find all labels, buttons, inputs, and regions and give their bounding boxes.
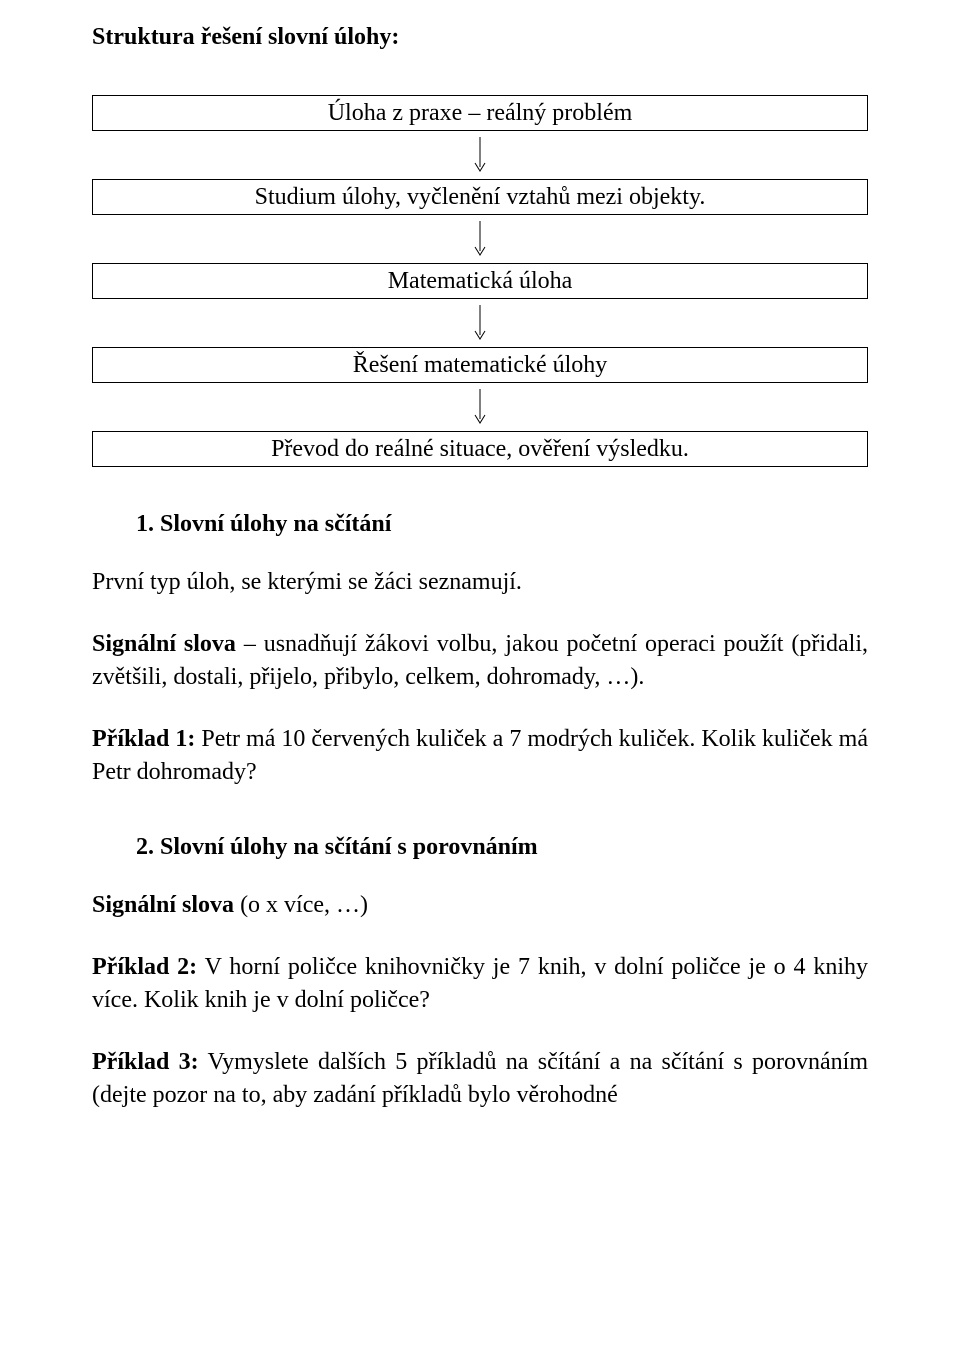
example-2: Příklad 2: V horní poličce knihovničky j… bbox=[92, 951, 868, 1018]
flow-box-4: Řešení matematické úlohy bbox=[92, 347, 868, 383]
flow-arrow-3 bbox=[92, 305, 868, 341]
flow-box-1: Úloha z praxe – reálný problém bbox=[92, 95, 868, 131]
section-1-intro: První typ úloh, se kterými se žáci sezna… bbox=[92, 566, 868, 600]
section-2-signal: Signální slova (o x více, …) bbox=[92, 889, 868, 923]
flow-box-4-text: Řešení matematické úlohy bbox=[353, 352, 608, 378]
flow-box-1-text: Úloha z praxe – reálný problém bbox=[328, 100, 633, 126]
example-1: Příklad 1: Petr má 10 červených kuliček … bbox=[92, 723, 868, 790]
example-2-label: Příklad 2: bbox=[92, 954, 197, 980]
flow-box-3-text: Matematická úloha bbox=[388, 268, 573, 294]
section-1-heading: 1. Slovní úlohy na sčítání bbox=[92, 511, 868, 538]
flow-box-5: Převod do reálné situace, ověření výsled… bbox=[92, 431, 868, 467]
page-title: Struktura řešení slovní úlohy: bbox=[92, 24, 868, 51]
signal-words-label: Signální slova bbox=[92, 631, 236, 657]
signal-words-label-2: Signální slova bbox=[92, 892, 234, 918]
flow-box-2: Studium úlohy, vyčlenění vztahů mezi obj… bbox=[92, 179, 868, 215]
example-3: Příklad 3: Vymyslete dalších 5 příkladů … bbox=[92, 1046, 868, 1113]
example-2-text: V horní poličce knihovničky je 7 knih, v… bbox=[92, 954, 868, 1014]
document-page: Struktura řešení slovní úlohy: Úloha z p… bbox=[0, 0, 960, 1113]
example-3-text: Vymyslete dalších 5 příkladů na sčítání … bbox=[92, 1049, 868, 1109]
flow-arrow-1 bbox=[92, 137, 868, 173]
arrow-down-icon bbox=[473, 221, 487, 257]
flow-box-2-text: Studium úlohy, vyčlenění vztahů mezi obj… bbox=[255, 184, 706, 210]
example-1-text: Petr má 10 červených kuliček a 7 modrých… bbox=[92, 726, 868, 786]
flow-arrow-4 bbox=[92, 389, 868, 425]
flow-box-5-text: Převod do reálné situace, ověření výsled… bbox=[271, 436, 689, 462]
flow-arrow-2 bbox=[92, 221, 868, 257]
example-3-label: Příklad 3: bbox=[92, 1049, 199, 1075]
arrow-down-icon bbox=[473, 137, 487, 173]
section-2-heading: 2. Slovní úlohy na sčítání s porovnáním bbox=[92, 834, 868, 861]
arrow-down-icon bbox=[473, 305, 487, 341]
signal-words-text-2: (o x více, …) bbox=[234, 892, 368, 918]
arrow-down-icon bbox=[473, 389, 487, 425]
section-1-signal: Signální slova – usnadňují žákovi volbu,… bbox=[92, 628, 868, 695]
example-1-label: Příklad 1: bbox=[92, 726, 195, 752]
flow-box-3: Matematická úloha bbox=[92, 263, 868, 299]
